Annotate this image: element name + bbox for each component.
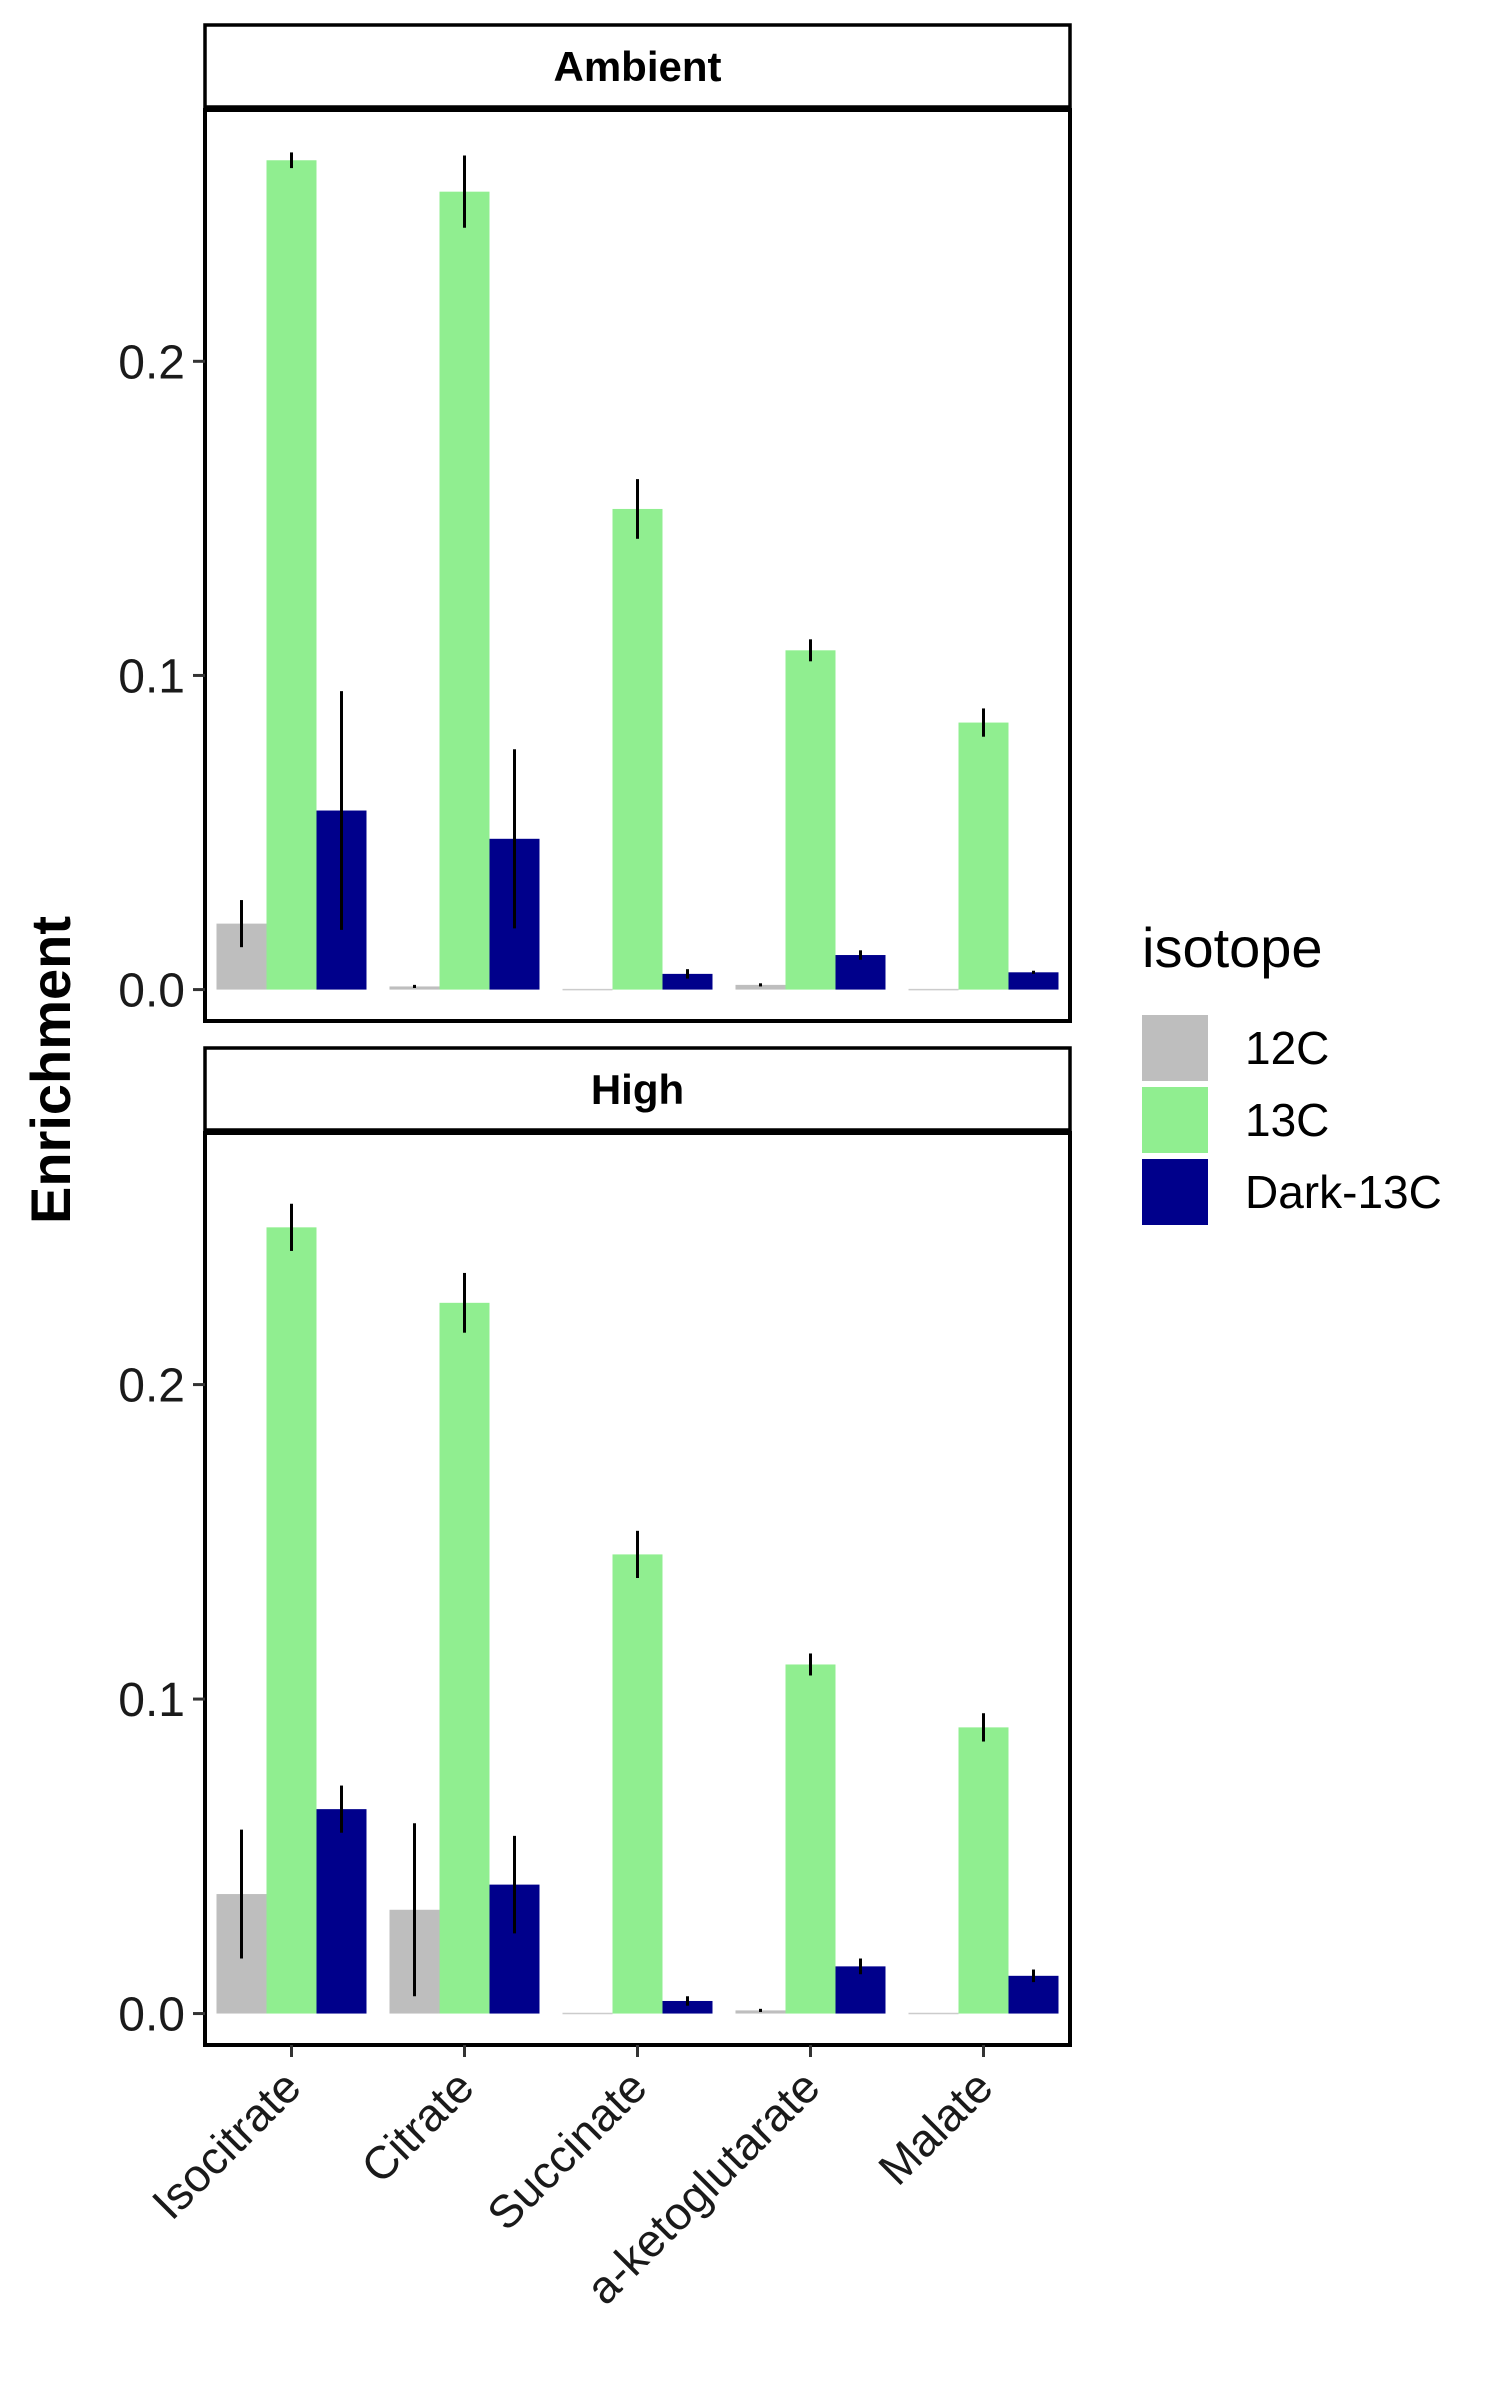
bar [785,1664,836,2014]
panel-high: High 0.0 0.1 0.2 [118,1046,1072,2057]
x-tick-label: Succinate [477,2060,657,2240]
legend-key [1142,1087,1208,1153]
bar [662,973,713,990]
x-tick-label: Citrate [351,2060,484,2193]
legend-key [1142,1015,1208,1081]
legend-label: Dark-13C [1245,1166,1442,1218]
x-tick-label: Isocitrate [142,2060,311,2229]
bar [612,508,663,990]
bar [439,191,490,990]
bar [316,1809,367,2014]
y-tick-label: 0.2 [118,336,185,389]
bar [662,2000,713,2014]
legend: isotope 12C 13C Dark-13C [1142,916,1442,1225]
bar [835,955,886,990]
y-tick-label: 0.1 [118,1674,185,1727]
bar [266,1227,317,2014]
panel-ambient: Ambient 0.0 0.1 0.2 [118,23,1072,1023]
bar [735,984,786,990]
bar [1008,1975,1059,2014]
legend-key [1142,1159,1208,1225]
facet-strip [203,1046,1072,1132]
bar [958,722,1009,990]
x-tick-labels: Isocitrate CitrateSuccinatea-ketoglutarat… [142,2060,1003,2314]
bar [612,1554,663,2014]
y-tick-label: 0.0 [118,965,185,1018]
legend-label: 13C [1245,1094,1329,1146]
legend-label: 12C [1245,1022,1329,1074]
y-tick-label: 0.1 [118,650,185,703]
bar [785,650,836,990]
legend-title: isotope [1142,916,1323,979]
panel-border [203,108,1072,1023]
bar [1008,972,1059,990]
y-tick-label: 0.2 [118,1360,185,1413]
bar [439,1302,490,2014]
facet-strip-label: High [591,1066,684,1113]
x-tick-label: Malate [868,2060,1002,2194]
bar [958,1727,1009,2014]
panels-layer: Ambient 0.0 0.1 0.2 High 0.0 0.1 0.2 [118,23,1072,2057]
y-tick-label: 0.0 [118,1989,185,2042]
facet-strip-label: Ambient [554,43,722,90]
facet-strip [203,23,1072,109]
y-axis-label: Enrichment [19,916,82,1224]
bar [266,160,317,990]
